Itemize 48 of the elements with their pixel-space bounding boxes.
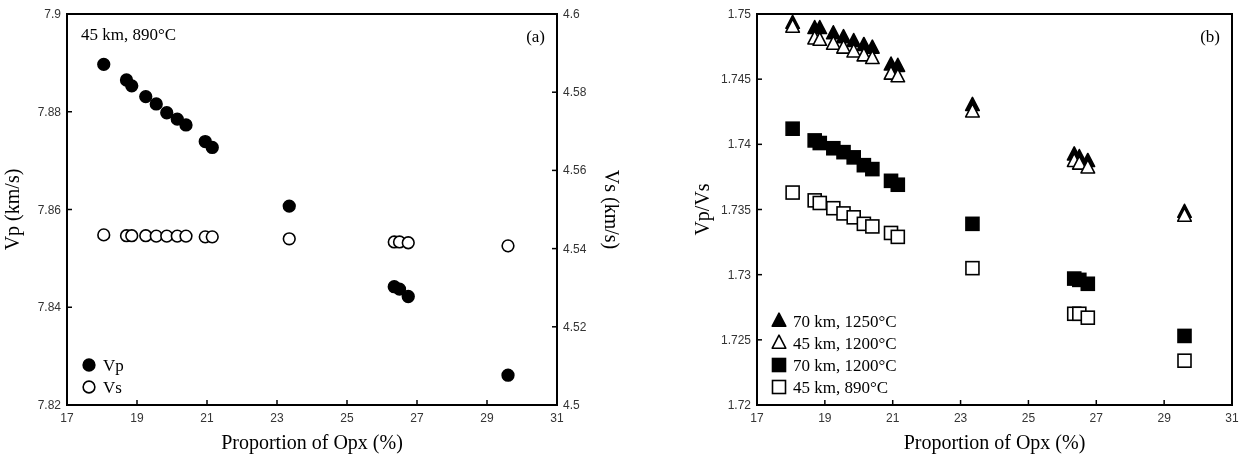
x-tick-label: 25 <box>340 411 354 425</box>
y-tick-label: 7.86 <box>37 202 62 217</box>
x-tick-label: 19 <box>818 411 832 425</box>
x-tick-label: 19 <box>130 411 144 425</box>
y2-tick-label: 4.56 <box>563 163 587 178</box>
x-tick-label: 21 <box>200 411 214 425</box>
x-tick-label: 27 <box>410 411 424 425</box>
y2-tick-label: 4.54 <box>563 241 587 256</box>
y-tick-label: 7.84 <box>37 300 62 315</box>
y-axis-title: Vp (km/s) <box>1 168 24 251</box>
legend-label: 70 km, 1250°C <box>793 312 897 331</box>
y2-tick-label: 4.6 <box>563 7 581 21</box>
y-tick-label: 1.72 <box>727 398 752 412</box>
x-tick-label: 23 <box>953 411 968 425</box>
x-tick-label: 17 <box>750 411 764 425</box>
y-tick-label: 7.88 <box>37 104 62 119</box>
y2-tick-label: 4.58 <box>563 85 587 100</box>
x-tick-label: 25 <box>1021 411 1036 425</box>
y-tick-label: 1.745 <box>720 72 752 87</box>
x-tick-label: 17 <box>60 411 74 425</box>
y2-tick-label: 4.52 <box>563 319 587 334</box>
annotation: (a) <box>526 27 545 46</box>
x-tick-label: 31 <box>550 411 564 425</box>
y-axis-title: Vp/Vs <box>691 183 714 236</box>
y-tick-label: 7.9 <box>44 7 62 21</box>
x-axis-title: Proportion of Opx (%) <box>221 431 403 454</box>
annotation: (b) <box>1200 27 1220 46</box>
legend-label: 70 km, 1200°C <box>793 356 897 375</box>
x-axis-title: Proportion of Opx (%) <box>903 431 1086 454</box>
legend-label: 45 km, 890°C <box>793 378 889 397</box>
y2-tick-label: 4.5 <box>563 398 581 412</box>
x-tick-label: 29 <box>480 411 494 425</box>
x-tick-label: 27 <box>1089 411 1104 425</box>
x-tick-label: 31 <box>1225 411 1239 425</box>
x-tick-label: 21 <box>886 411 900 425</box>
legend-label: 45 km, 1200°C <box>793 334 897 353</box>
annotation: 45 km, 890°C <box>81 25 177 44</box>
x-tick-label: 29 <box>1157 411 1172 425</box>
y-tick-label: 7.82 <box>37 398 62 412</box>
y-tick-label: 1.725 <box>720 332 752 347</box>
y-tick-label: 1.74 <box>727 137 752 152</box>
legend-label: Vp <box>103 356 124 375</box>
y2-axis-title: Vs (km/s) <box>600 169 623 250</box>
y-tick-label: 1.73 <box>727 267 752 282</box>
x-tick-label: 23 <box>270 411 284 425</box>
y-tick-label: 1.735 <box>720 202 752 217</box>
y-tick-label: 1.75 <box>727 7 752 21</box>
legend-label: Vs <box>103 378 122 397</box>
